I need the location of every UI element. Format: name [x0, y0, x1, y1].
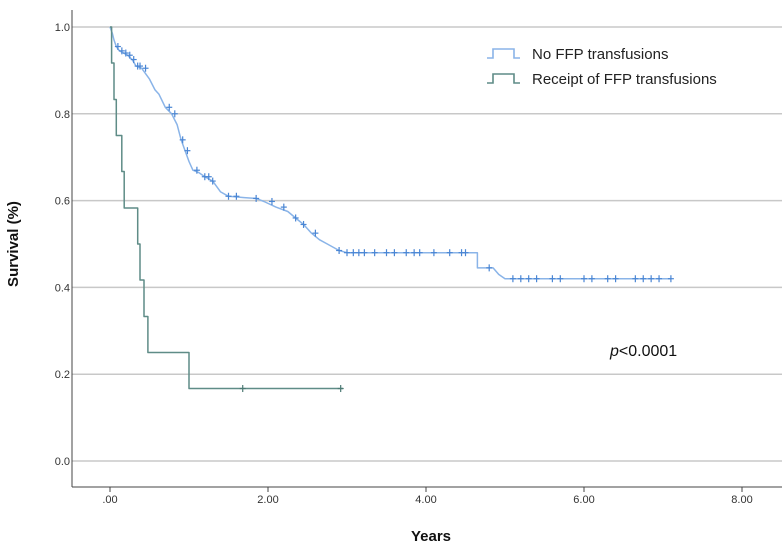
- censor-mark: [142, 64, 149, 72]
- censor-mark: [517, 275, 524, 283]
- censor-mark: [355, 249, 362, 257]
- censor-mark: [171, 110, 178, 118]
- y-tick-label: 0.2: [55, 369, 70, 381]
- censor-mark: [130, 56, 137, 64]
- legend-swatch: [487, 73, 520, 84]
- censor-mark: [667, 275, 674, 283]
- censor-mark: [446, 249, 453, 257]
- censor-mark: [361, 249, 368, 257]
- censor-mark: [416, 249, 423, 257]
- series-2: [110, 26, 344, 393]
- x-tick-label: 2.00: [257, 494, 278, 506]
- legend-item-2: Receipt of FFP transfusions: [487, 71, 717, 88]
- censor-mark: [525, 275, 532, 283]
- x-tick-label: 8.00: [731, 494, 752, 506]
- y-axis-title: Survival (%): [5, 201, 22, 287]
- censor-mark: [549, 275, 556, 283]
- censor-mark: [430, 249, 437, 257]
- censor-mark: [648, 275, 655, 283]
- censor-mark: [184, 147, 191, 155]
- censor-mark: [126, 51, 133, 59]
- censor-mark: [350, 249, 357, 257]
- censor-mark: [411, 249, 418, 257]
- x-tick-label: 4.00: [415, 494, 436, 506]
- censor-mark: [403, 249, 410, 257]
- series-1: [109, 26, 674, 283]
- censor-mark: [179, 136, 186, 144]
- censor-mark: [336, 247, 343, 255]
- y-tick-label: 0.4: [55, 282, 70, 294]
- x-axis-ticks: .00 2.00 4.00 6.00 8.00: [102, 487, 753, 506]
- legend-label: No FFP transfusions: [532, 46, 668, 63]
- y-tick-label: 1.0: [55, 22, 70, 34]
- survival-line: [110, 26, 344, 390]
- censor-mark: [581, 275, 587, 283]
- censor-mark: [122, 49, 129, 57]
- survival-line: [109, 26, 671, 280]
- censor-mark: [233, 192, 240, 200]
- censor-mark: [209, 177, 216, 185]
- censor-mark: [632, 275, 639, 283]
- censor-mark: [391, 249, 398, 257]
- censor-mark: [193, 166, 200, 174]
- censor-mark: [337, 385, 344, 393]
- legend-item-1: No FFP transfusions: [487, 46, 668, 63]
- censor-mark: [371, 249, 378, 257]
- censor-mark: [225, 192, 232, 200]
- censor-mark: [280, 203, 287, 211]
- x-tick-label: 6.00: [573, 494, 594, 506]
- p-value-prefix: p: [609, 343, 619, 360]
- y-tick-label: 0.6: [55, 196, 70, 208]
- censor-mark: [292, 214, 299, 222]
- gridlines: [72, 26, 782, 462]
- censor-mark: [268, 197, 275, 205]
- censor-mark: [118, 47, 125, 55]
- legend: No FFP transfusions Receipt of FFP transf…: [487, 46, 717, 88]
- censor-mark: [312, 229, 319, 237]
- censor-mark: [509, 275, 516, 283]
- censor-mark: [239, 385, 246, 393]
- censor-mark: [557, 275, 564, 283]
- censor-mark: [462, 249, 469, 257]
- censor-mark: [588, 275, 595, 283]
- censor-mark: [612, 275, 619, 283]
- censor-mark: [656, 275, 663, 283]
- censor-mark: [604, 275, 611, 283]
- censor-mark: [486, 264, 493, 272]
- p-value-text: <0.0001: [619, 343, 677, 360]
- censor-mark: [166, 103, 173, 111]
- censor-mark: [383, 249, 390, 257]
- censor-mark: [344, 249, 350, 257]
- censor-mark: [137, 62, 144, 70]
- legend-label: Receipt of FFP transfusions: [532, 71, 717, 88]
- censor-mark: [253, 194, 260, 202]
- censor-mark: [300, 220, 307, 228]
- legend-swatch: [487, 48, 520, 59]
- censor-mark: [640, 275, 647, 283]
- censor-mark: [205, 173, 212, 181]
- p-value-annotation: p<0.0001: [609, 343, 677, 360]
- y-tick-label: 0.8: [55, 109, 70, 121]
- series-layer: [109, 26, 674, 393]
- y-tick-label: 0.0: [55, 456, 70, 468]
- censor-mark: [533, 275, 540, 283]
- y-axis-ticks: 0.0 0.2 0.4 0.6 0.8 1.0: [55, 22, 70, 468]
- censor-mark: [114, 43, 121, 51]
- x-axis-title: Years: [411, 528, 451, 544]
- x-tick-label: .00: [102, 494, 117, 506]
